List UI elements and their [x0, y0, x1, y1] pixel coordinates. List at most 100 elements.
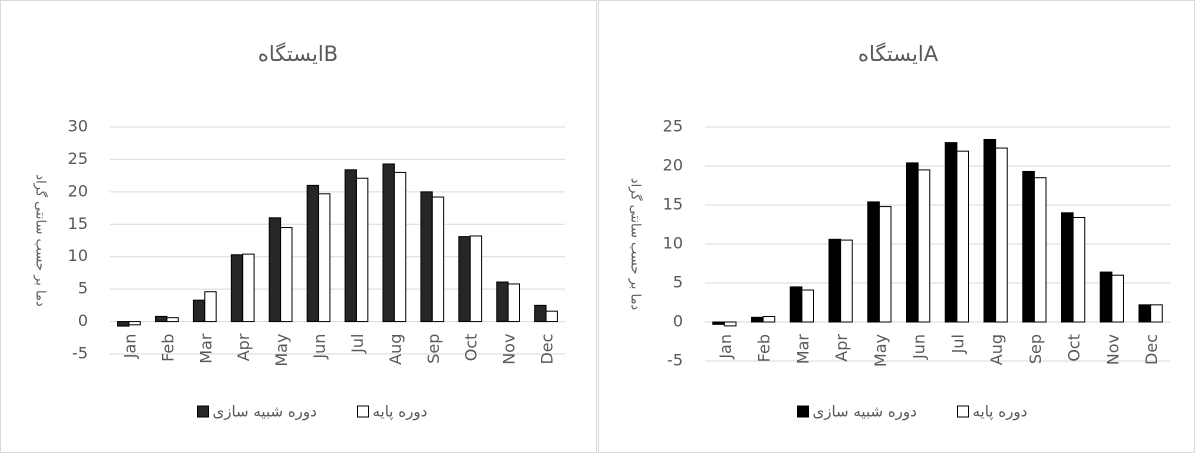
bar	[1022, 170, 1035, 323]
x-tick-label: Aug	[386, 334, 405, 365]
bar	[1061, 212, 1074, 323]
bar	[983, 138, 997, 323]
bar	[867, 201, 880, 323]
x-tick-label: Jul	[948, 334, 967, 354]
bar	[117, 321, 130, 327]
bar	[840, 239, 853, 323]
bar	[204, 291, 217, 323]
legend-label: دوره پایه	[373, 403, 428, 422]
bar	[712, 321, 725, 325]
bar	[1099, 271, 1113, 323]
bar	[1111, 274, 1124, 323]
bar	[1150, 304, 1163, 323]
bar	[469, 235, 483, 323]
chart: ایستگاهB دما بر حسب سانتی گراد -5 0 5 10 15 20 2…	[33, 42, 565, 422]
bar	[242, 253, 255, 323]
legend-swatch	[357, 405, 369, 418]
bar	[344, 169, 357, 323]
x-tick-label: Apr	[832, 334, 851, 362]
y-tick-label: 5	[673, 273, 683, 292]
x-tick-label: Jun	[310, 334, 329, 360]
x-tick-label: Oct	[462, 334, 481, 362]
legend-label: دوره شبیه سازی	[213, 403, 317, 421]
bar	[917, 169, 931, 323]
bar	[801, 289, 814, 323]
bar	[878, 206, 892, 323]
bar	[192, 299, 206, 323]
bar	[306, 184, 320, 323]
bar	[723, 321, 737, 327]
y-axis-label: دما بر حسب سانتی گراد	[628, 178, 644, 311]
x-tick-label: May	[272, 334, 291, 367]
x-tick-label: Feb	[158, 334, 177, 362]
y-tick-label: 20	[68, 181, 88, 200]
y-tick-label: -5	[72, 344, 88, 363]
y-tick-label: 10	[663, 234, 683, 253]
bar	[268, 217, 282, 323]
chart: ایستگاهA دما بر حسب سانتی گراد -5 0 5 10 15 20 2…	[628, 42, 1170, 422]
legend-swatch	[797, 405, 809, 418]
chart-title: ایستگاهA	[858, 42, 939, 66]
bar	[906, 162, 919, 323]
x-tick-label: Jul	[348, 334, 367, 354]
bar	[166, 317, 179, 323]
bar	[128, 321, 141, 326]
y-tick-label: 15	[663, 195, 683, 214]
bar	[382, 163, 395, 323]
bar	[751, 316, 764, 323]
y-tick-label: 20	[663, 156, 683, 175]
bar	[956, 150, 969, 323]
bar	[230, 254, 244, 323]
bar	[155, 315, 168, 323]
chart-title: ایستگاهB	[258, 42, 338, 66]
x-tick-label: Feb	[755, 334, 774, 362]
y-tick-label: 0	[673, 312, 683, 331]
bar	[762, 316, 776, 323]
y-tick-label: 25	[663, 117, 683, 136]
bar	[393, 171, 407, 323]
bar	[944, 142, 958, 323]
bar	[280, 227, 293, 323]
x-tick-label: Sep	[424, 334, 443, 364]
bar	[789, 286, 803, 323]
bar	[355, 177, 369, 323]
x-tick-label: Jun	[910, 334, 929, 360]
y-tick-label: 5	[78, 279, 88, 298]
x-tick-label: Mar	[196, 333, 215, 364]
x-tick-label: Nov	[1103, 334, 1122, 365]
bar	[1138, 304, 1152, 323]
bar	[318, 193, 331, 323]
bar	[458, 236, 471, 323]
bar	[1033, 177, 1047, 323]
y-tick-label: 0	[78, 311, 88, 330]
x-tick-label: Aug	[987, 334, 1006, 365]
x-tick-label: Dec	[538, 334, 557, 365]
x-tick-label: May	[871, 334, 890, 367]
x-tick-label: Dec	[1142, 334, 1161, 365]
x-tick-label: Apr	[234, 333, 253, 361]
panel-border	[598, 0, 1195, 453]
y-tick-label: 15	[68, 214, 88, 233]
panel-border	[0, 0, 597, 453]
bar	[995, 147, 1008, 323]
x-tick-label: Jan	[716, 334, 735, 360]
x-tick-label: Sep	[1026, 334, 1045, 364]
legend-swatch	[197, 405, 209, 418]
y-tick-label: 30	[68, 117, 88, 136]
legend-swatch	[957, 405, 969, 418]
legend-label: دوره شبیه سازی	[813, 403, 917, 421]
legend-label: دوره پایه	[973, 403, 1028, 422]
x-tick-label: Oct	[1065, 334, 1084, 362]
bar	[1072, 216, 1086, 323]
bar	[431, 196, 445, 323]
bar	[507, 283, 520, 323]
bar	[828, 238, 842, 323]
bar	[545, 310, 558, 323]
y-tick-label: -5	[667, 351, 683, 370]
bar	[534, 304, 547, 323]
y-tick-label: 10	[68, 246, 88, 265]
y-tick-label: 25	[68, 149, 88, 168]
x-tick-label: Mar	[793, 334, 812, 365]
bar	[420, 191, 433, 323]
